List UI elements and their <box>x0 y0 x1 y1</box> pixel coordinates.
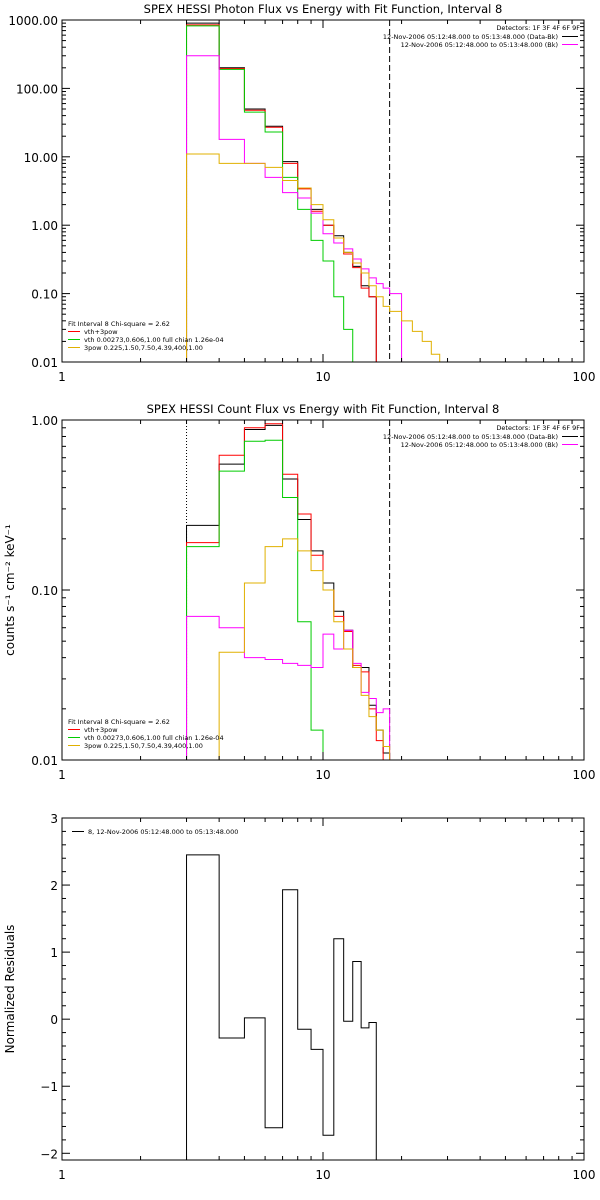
fit-legend-title: Fit Interval 8 Chi-square = 2.62 <box>68 320 170 328</box>
y-tick-label: 0.01 <box>31 754 58 768</box>
chart-title: SPEX HESSI Photon Flux vs Energy with Fi… <box>144 2 503 16</box>
series-group <box>186 22 441 362</box>
chart-panel-2: SPEX HESSI Count Flux vs Energy with Fit… <box>3 402 595 782</box>
x-tick-label: 100 <box>573 1168 596 1182</box>
y-tick-label: 0.10 <box>31 584 58 598</box>
y-tick-label: 3 <box>50 812 58 826</box>
fit-legend-text: 3pow 0.225,1.50,7.50,4.39,400,1.00 <box>84 344 203 352</box>
x-tick-label: 1 <box>58 370 66 384</box>
y-tick-label: 2 <box>50 879 58 893</box>
data-series-1 <box>186 22 377 362</box>
data-series-5 <box>186 153 441 362</box>
residual-legend-text: 8, 12-Nov-2006 05:12:48.000 to 05:13:48.… <box>88 828 238 836</box>
data-series-3 <box>186 439 335 760</box>
y-tick-label: 10.00 <box>24 151 58 165</box>
detectors-legend-text: Detectors: 1F 3F 4F 6F 9F <box>496 424 580 432</box>
y-axis-label: Normalized Residuals <box>3 925 17 1054</box>
y-tick-label: 1 <box>50 946 58 960</box>
time-legend-text: 12-Nov-2006 05:12:48.000 to 05:13:48.000… <box>401 41 558 49</box>
y-axis-label: counts s⁻¹ cm⁻² keV⁻¹ <box>3 524 17 656</box>
plot-frame <box>61 19 585 363</box>
x-tick-label: 100 <box>573 768 596 782</box>
chart-panel-1: SPEX HESSI Photon Flux vs Energy with Fi… <box>8 2 595 384</box>
fit-legend-text: vth 0.00273,0.606,1.00 full chian 1.26e-… <box>84 336 224 344</box>
fit-legend-text: vth+3pow <box>84 328 118 336</box>
y-tick-label: 0.01 <box>31 356 58 370</box>
fit-legend-text: vth+3pow <box>84 726 118 734</box>
y-tick-label: 0 <box>50 1013 58 1027</box>
data-series-1 <box>186 854 377 1160</box>
y-tick-label: 1.00 <box>31 219 58 233</box>
y-tick-label: −1 <box>40 1080 58 1094</box>
x-tick-label: 10 <box>315 768 330 782</box>
x-tick-label: 10 <box>315 370 330 384</box>
y-tick-label: −2 <box>40 1147 58 1161</box>
x-tick-label: 100 <box>573 370 596 384</box>
time-legend-text: 12-Nov-2006 05:12:48.000 to 05:13:48.000… <box>383 433 558 441</box>
data-series-5 <box>186 538 391 760</box>
data-series-4 <box>186 615 391 760</box>
time-legend-text: 12-Nov-2006 05:12:48.000 to 05:13:48.000… <box>401 441 558 449</box>
data-series-1 <box>186 424 391 760</box>
data-series-2 <box>186 24 377 362</box>
chart-title: SPEX HESSI Count Flux vs Energy with Fit… <box>147 402 500 416</box>
data-series-3 <box>186 25 362 362</box>
x-tick-label: 1 <box>58 768 66 782</box>
y-tick-label: 1000.00 <box>8 14 58 28</box>
fit-legend-text: vth 0.00273,0.606,1.00 full chian 1.26e-… <box>84 734 224 742</box>
y-tick-label: 100.00 <box>16 82 58 96</box>
x-tick-label: 1 <box>58 1168 66 1182</box>
detectors-legend-text: Detectors: 1F 3F 4F 6F 9F <box>496 24 580 32</box>
series-group <box>186 423 391 760</box>
fit-legend-title: Fit Interval 8 Chi-square = 2.62 <box>68 718 170 726</box>
time-legend-text: 12-Nov-2006 05:12:48.000 to 05:13:48.000… <box>383 33 558 41</box>
fit-legend-text: 3pow 0.225,1.50,7.50,4.39,400,1.00 <box>84 742 203 750</box>
y-tick-label: 1.00 <box>31 414 58 428</box>
y-tick-label: 0.10 <box>31 288 58 302</box>
data-series-2 <box>186 423 391 760</box>
series-group <box>186 854 377 1160</box>
data-series-4 <box>186 55 403 362</box>
x-tick-label: 10 <box>315 1168 330 1182</box>
chart-panel-3: 1 10 100 −2 −1 0 1 2 3 Normalized Residuals 8, 12-… <box>3 812 595 1182</box>
